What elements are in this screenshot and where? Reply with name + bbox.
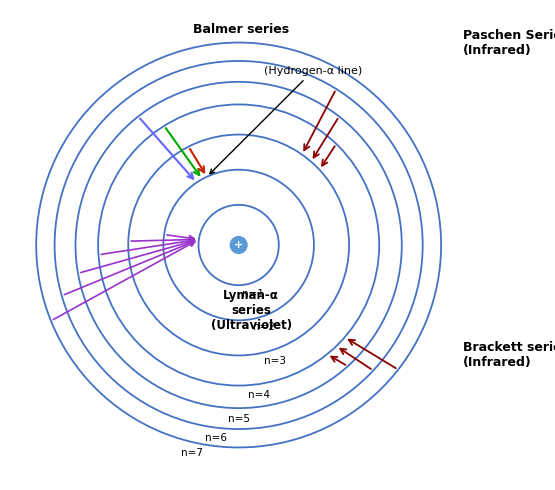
Circle shape	[230, 237, 247, 253]
Text: n=2: n=2	[253, 322, 275, 332]
Text: n=5: n=5	[228, 414, 250, 424]
Text: n=3: n=3	[264, 356, 286, 366]
Text: n=1: n=1	[242, 289, 264, 299]
Text: n=6: n=6	[204, 434, 226, 443]
Text: Paschen Series
(Infrared): Paschen Series (Infrared)	[463, 28, 555, 56]
Text: +: +	[234, 240, 243, 250]
Text: (Hydrogen-α line): (Hydrogen-α line)	[210, 66, 362, 173]
Text: Lyman-α
series
(Ultraviolet): Lyman-α series (Ultraviolet)	[211, 289, 292, 332]
Text: n=4: n=4	[248, 390, 270, 400]
Text: Balmer series: Balmer series	[193, 23, 289, 36]
Text: n=7: n=7	[181, 448, 203, 458]
Text: Brackett series
(Infrared): Brackett series (Infrared)	[463, 342, 555, 369]
